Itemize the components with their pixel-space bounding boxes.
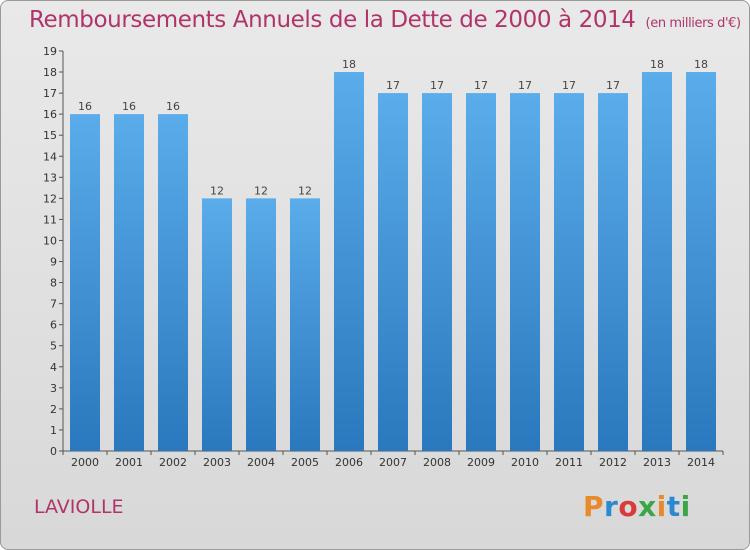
bar-2002 [158,114,188,451]
bar-2005 [290,198,320,451]
data-label: 17 [386,79,400,92]
y-tick-label: 4 [50,361,57,374]
y-tick-label: 15 [43,129,57,142]
y-tick-label: 10 [43,234,57,247]
data-label: 16 [78,100,92,113]
x-tick-label: 2003 [203,456,231,469]
labels: 2000 16 2001 16 2002 16 2003 12 2004 12 2005 12 2006… [71,58,715,469]
x-tick-label: 2012 [599,456,627,469]
bar-2011 [554,93,584,452]
x-tick-label: 2005 [291,456,319,469]
x-tick-label: 2009 [467,456,495,469]
chart-title-text: Remboursements Annuels de la Dette de 20… [29,7,636,33]
logo-letter: o [618,490,639,523]
y-tick-label: 17 [43,87,57,100]
logo-letter: x [638,490,657,523]
bar-2009 [466,93,496,452]
y-tick-label: 14 [43,150,57,163]
y-tick-label: 12 [43,192,57,205]
y-tick-label: 19 [43,45,57,58]
y-tick-label: 6 [50,319,57,332]
logo-letter: t [666,490,681,523]
x-tick-label: 2010 [511,456,539,469]
x-tick-label: 2008 [423,456,451,469]
chart-unit: (en milliers d'€) [645,16,742,31]
data-label: 17 [474,79,488,92]
data-label: 17 [562,79,576,92]
y-tick-label: 2 [50,403,57,416]
bar-2014 [686,72,716,451]
bar-2001 [114,114,144,451]
x-tick-label: 2002 [159,456,187,469]
data-label: 16 [166,100,180,113]
commune-name: LAVIOLLE [34,496,124,518]
logo-letter: r [604,490,619,523]
bar-2004 [246,198,276,451]
y-tick-label: 18 [43,66,57,79]
logo-letter: i [656,490,667,523]
data-label: 18 [342,58,356,71]
x-tick-label: 2004 [247,456,275,469]
bar-2003 [202,198,232,451]
logo-letter: P [583,490,605,523]
bar-2013 [642,72,672,451]
bar-2006 [334,72,364,451]
x-tick-label: 2000 [71,456,99,469]
logo-letter: i [680,490,691,523]
data-label: 17 [430,79,444,92]
y-tick-label: 0 [50,445,57,458]
chart-title: Remboursements Annuels de la Dette de 20… [29,7,741,33]
bars [70,72,716,452]
data-label: 12 [210,184,224,197]
y-tick-label: 11 [43,213,57,226]
data-label: 16 [122,100,136,113]
y-tick-label: 9 [50,256,57,269]
y-tick-label: 13 [43,171,57,184]
x-tick-label: 2001 [115,456,143,469]
x-tick-label: 2011 [555,456,583,469]
data-label: 17 [518,79,532,92]
data-label: 12 [298,184,312,197]
bar-2000 [70,114,100,451]
y-tick-label: 5 [50,340,57,353]
data-label: 12 [254,184,268,197]
x-tick-label: 2006 [335,456,363,469]
bar-2010 [510,93,540,452]
x-tick-label: 2013 [643,456,671,469]
proxiti-logo[interactable]: Proxiti [583,490,691,523]
bar-2008 [422,93,452,452]
x-tick-label: 2014 [687,456,715,469]
bar-2007 [378,93,408,452]
x-tick-label: 2007 [379,456,407,469]
y-tick-label: 7 [50,298,57,311]
bar-2012 [598,93,628,452]
data-label: 18 [694,58,708,71]
y-tick-label: 8 [50,277,57,290]
data-label: 18 [650,58,664,71]
y-tick-label: 3 [50,382,57,395]
y-tick-label: 16 [43,108,57,121]
y-tick-label: 1 [50,424,57,437]
data-label: 17 [606,79,620,92]
